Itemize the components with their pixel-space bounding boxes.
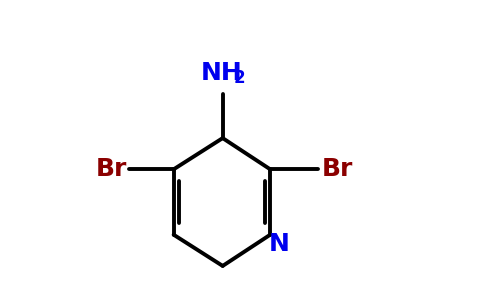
Text: 2: 2 [234,69,245,87]
Text: NH: NH [200,61,242,85]
Text: N: N [269,232,289,256]
Text: Br: Br [321,157,353,181]
Text: Br: Br [95,157,127,181]
